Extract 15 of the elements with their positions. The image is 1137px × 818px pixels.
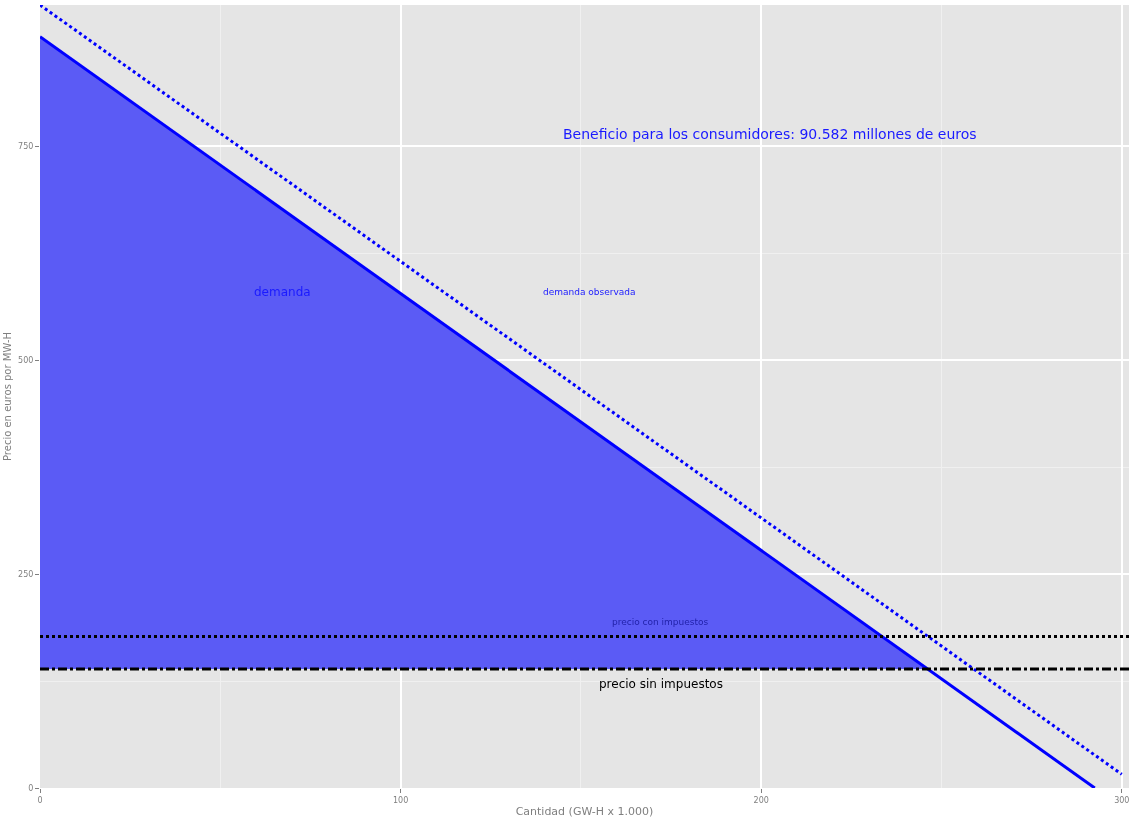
x-tick-label: 0: [37, 795, 43, 805]
x-tick-label: 100: [392, 795, 409, 805]
annotation: demanda: [254, 285, 311, 299]
x-axis-title: Cantidad (GW-H x 1.000): [515, 805, 654, 818]
ref-line-label: precio con impuestos: [612, 617, 709, 627]
y-tick-label: 250: [18, 569, 34, 579]
y-tick-label: 500: [18, 355, 34, 365]
x-tick-label: 200: [753, 795, 769, 805]
y-axis-title: Precio en euros por MW-H: [2, 331, 14, 462]
annotation: demanda observada: [543, 287, 636, 297]
y-tick-label: 0: [28, 783, 34, 793]
ref-line-label: precio sin impuestos: [599, 677, 723, 691]
annotation: Beneficio para los consumidores: 90.582 millones de euros: [563, 126, 977, 142]
x-tick-label: 300: [1114, 795, 1130, 805]
y-tick-label: 750: [18, 142, 34, 151]
